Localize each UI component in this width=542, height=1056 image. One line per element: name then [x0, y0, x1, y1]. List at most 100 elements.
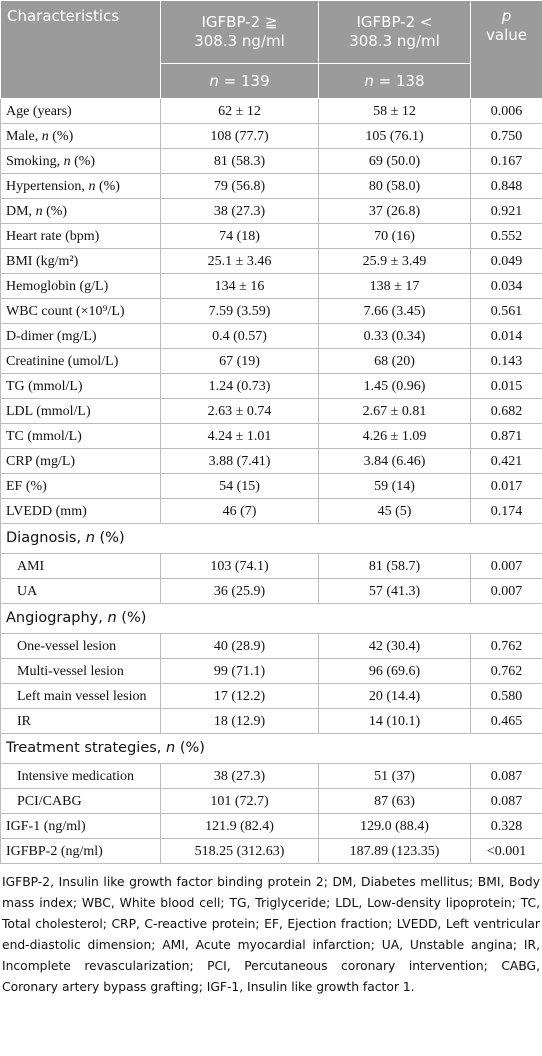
header-cell: p value	[470, 0, 542, 99]
section-title: Treatment strategies, n (%)	[0, 733, 542, 764]
cell: 0.087	[470, 763, 542, 789]
cell: 0.174	[470, 498, 542, 524]
table-row: LDL (mmol/L) 2.63 ± 0.74 2.67 ± 0.81 0.682	[0, 398, 542, 424]
row-label: One-vessel lesion	[0, 633, 161, 659]
row-label: LDL (mmol/L)	[0, 398, 161, 424]
table-row: Left main vessel lesion 17 (12.2) 20 (14.4…	[0, 683, 542, 709]
table-row: CRP (mg/L) 3.88 (7.41) 3.84 (6.46) 0.421	[0, 448, 542, 474]
cell: 0.143	[470, 348, 542, 374]
cell: 7.59 (3.59)	[160, 298, 319, 324]
cell: 38 (27.3)	[160, 763, 319, 789]
header-cell: Characteristics	[0, 0, 161, 99]
cell: 59 (14)	[318, 473, 471, 499]
cell: 20 (14.4)	[318, 683, 471, 709]
cell: 0.017	[470, 473, 542, 499]
table-header: Characteristics IGFBP-2 ≧ 308.3 ng/ml IG…	[0, 0, 542, 99]
cell: 0.014	[470, 323, 542, 349]
footnote: IGFBP-2, Insulin like growth factor bind…	[2, 875, 540, 994]
row-label: IGF-1 (ng/ml)	[0, 813, 161, 839]
cell: 129.0 (88.4)	[318, 813, 471, 839]
cell: 57 (41.3)	[318, 578, 471, 604]
row-label: Creatinine (umol/L)	[0, 348, 161, 374]
cell: 138 ± 17	[318, 273, 471, 299]
cell: 62 ± 12	[160, 98, 319, 124]
row-label: Intensive medication	[0, 763, 161, 789]
row-label: Multi-vessel lesion	[0, 658, 161, 684]
cell: 69 (50.0)	[318, 148, 471, 174]
cell: 99 (71.1)	[160, 658, 319, 684]
cell: 0.33 (0.34)	[318, 323, 471, 349]
cell: 96 (69.6)	[318, 658, 471, 684]
cell: 0.006	[470, 98, 542, 124]
table-row: TG (mmol/L) 1.24 (0.73) 1.45 (0.96) 0.015	[0, 373, 542, 399]
section-title: Angiography, n (%)	[0, 603, 542, 634]
cell: 36 (25.9)	[160, 578, 319, 604]
row-label: Male, n (%)	[0, 123, 161, 149]
cell: 87 (63)	[318, 788, 471, 814]
cell: 38 (27.3)	[160, 198, 319, 224]
table-row: One-vessel lesion 40 (28.9) 42 (30.4) 0.762	[0, 633, 542, 659]
row-label: Hypertension, n (%)	[0, 173, 161, 199]
cell: 0.421	[470, 448, 542, 474]
cell: 121.9 (82.4)	[160, 813, 319, 839]
table-body: Age (years) 62 ± 12 58 ± 12 0.006 Male, n (%…	[0, 98, 542, 864]
section-row: Diagnosis, n (%)	[0, 523, 542, 554]
table-row: DM, n (%) 38 (27.3) 37 (26.8) 0.921	[0, 198, 542, 224]
header-cell: IGFBP-2 < 308.3 ng/ml	[318, 0, 471, 64]
header-cell: n = 138	[318, 63, 471, 99]
cell: 79 (56.8)	[160, 173, 319, 199]
cell: 0.167	[470, 148, 542, 174]
cell: 37 (26.8)	[318, 198, 471, 224]
table-row: D-dimer (mg/L) 0.4 (0.57) 0.33 (0.34) 0.014	[0, 323, 542, 349]
table-row: Creatinine (umol/L) 67 (19) 68 (20) 0.143	[0, 348, 542, 374]
cell: 0.682	[470, 398, 542, 424]
cell: 67 (19)	[160, 348, 319, 374]
header-cell: n = 139	[160, 63, 319, 99]
table-row: BMI (kg/m²) 25.1 ± 3.46 25.9 ± 3.49 0.049	[0, 248, 542, 274]
cell: 108 (77.7)	[160, 123, 319, 149]
row-label: Hemoglobin (g/L)	[0, 273, 161, 299]
row-label: LVEDD (mm)	[0, 498, 161, 524]
cell: 0.848	[470, 173, 542, 199]
table-row: TC (mmol/L) 4.24 ± 1.01 4.26 ± 1.09 0.871	[0, 423, 542, 449]
characteristics-table: Characteristics IGFBP-2 ≧ 308.3 ng/ml IG…	[0, 0, 542, 864]
row-label: WBC count (×10⁹/L)	[0, 298, 161, 324]
cell: 187.89 (123.35)	[318, 838, 471, 864]
cell: 2.67 ± 0.81	[318, 398, 471, 424]
row-label: DM, n (%)	[0, 198, 161, 224]
table-row: Intensive medication 38 (27.3) 51 (37) 0.08…	[0, 763, 542, 789]
table-row: IGF-1 (ng/ml) 121.9 (82.4) 129.0 (88.4) 0.3…	[0, 813, 542, 839]
cell: 14 (10.1)	[318, 708, 471, 734]
section-row: Treatment strategies, n (%)	[0, 733, 542, 764]
cell: 0.552	[470, 223, 542, 249]
row-label: TC (mmol/L)	[0, 423, 161, 449]
cell: 518.25 (312.63)	[160, 838, 319, 864]
cell: 42 (30.4)	[318, 633, 471, 659]
cell: 101 (72.7)	[160, 788, 319, 814]
cell: 80 (58.0)	[318, 173, 471, 199]
cell: 7.66 (3.45)	[318, 298, 471, 324]
row-label: PCI/CABG	[0, 788, 161, 814]
cell: 1.45 (0.96)	[318, 373, 471, 399]
table-row: WBC count (×10⁹/L) 7.59 (3.59) 7.66 (3.45)…	[0, 298, 542, 324]
cell: 134 ± 16	[160, 273, 319, 299]
cell: 51 (37)	[318, 763, 471, 789]
cell: 0.328	[470, 813, 542, 839]
table-row: PCI/CABG 101 (72.7) 87 (63) 0.087	[0, 788, 542, 814]
cell: 0.4 (0.57)	[160, 323, 319, 349]
cell: 68 (20)	[318, 348, 471, 374]
row-label: IGFBP-2 (ng/ml)	[0, 838, 161, 864]
cell: 0.871	[470, 423, 542, 449]
row-label: UA	[0, 578, 161, 604]
table-row: Heart rate (bpm) 74 (18) 70 (16) 0.552	[0, 223, 542, 249]
cell: 0.762	[470, 633, 542, 659]
cell: 58 ± 12	[318, 98, 471, 124]
table-row: Smoking, n (%) 81 (58.3) 69 (50.0) 0.167	[0, 148, 542, 174]
cell: 81 (58.3)	[160, 148, 319, 174]
cell: 4.24 ± 1.01	[160, 423, 319, 449]
cell: 0.015	[470, 373, 542, 399]
row-label: Left main vessel lesion	[0, 683, 161, 709]
table-row: UA 36 (25.9) 57 (41.3) 0.007	[0, 578, 542, 604]
table-row: IGFBP-2 (ng/ml) 518.25 (312.63) 187.89 (12…	[0, 838, 542, 864]
